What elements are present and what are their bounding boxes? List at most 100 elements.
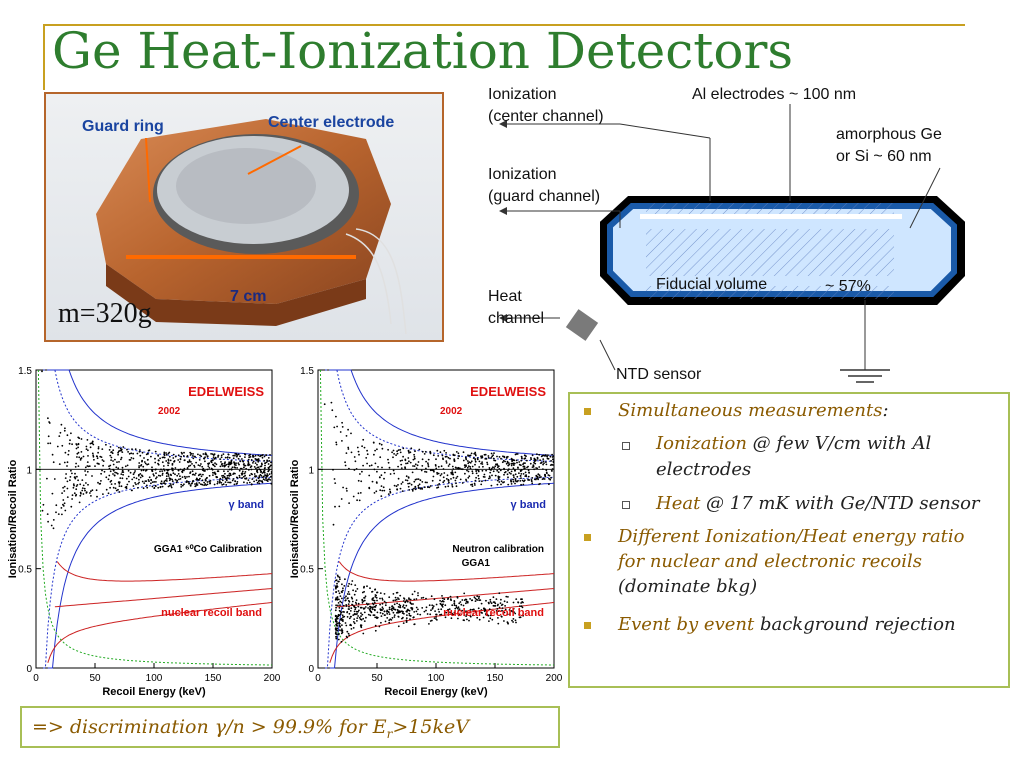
scatter-point [378,476,381,479]
scatter-point [252,454,255,457]
scatter-point [496,604,499,607]
scatter-point [343,585,346,587]
scatter-point [87,455,89,457]
scatter-point [122,446,125,448]
scatter-point [58,463,61,465]
scatter-point [456,475,459,478]
scatter-point [254,454,257,457]
scatter-point [228,474,230,477]
scatter-point [461,468,464,471]
scatter-point [258,482,261,485]
scatter-point [422,596,425,599]
scatter-point [404,479,407,481]
scatter-point [468,619,470,622]
scatter-point [390,608,393,611]
scatter-point [179,468,182,471]
scatter-point [132,452,135,455]
scatter-point [247,462,250,464]
scatter-point [388,488,391,491]
scatter-point [199,454,201,457]
scatter-point [397,449,400,451]
scatter-point [339,578,341,581]
scatter-point [139,476,142,479]
scatter-point [200,483,202,486]
scatter-point [387,493,390,495]
scatter-point [195,482,198,485]
scatter-point [360,606,363,609]
scatter-point [521,457,523,459]
scatter-point [439,613,441,616]
scatter-point [493,467,496,469]
scatter-point [514,469,516,471]
scatter-point [513,611,515,613]
scatter-point [409,618,411,620]
scatter-point [402,600,405,602]
scatter-point [358,499,361,502]
scatter-point [425,460,427,463]
scatter-point [147,449,150,452]
scatter-point [468,461,471,463]
scatter-point [428,623,430,625]
scatter-point [449,457,451,460]
scatter-point [500,457,502,460]
scatter-point [78,501,81,504]
scatter-point [478,599,481,602]
scatter-point [495,610,498,612]
scatter-point [256,481,259,484]
scatter-point [392,456,394,459]
scatter-point [409,598,412,601]
scatter-point [397,477,400,480]
scatter-point [430,609,432,612]
scatter-point [548,477,550,480]
scatter-point [154,461,157,464]
scatter-point [110,459,112,461]
scatter-point [230,468,233,471]
scatter-point [546,472,548,475]
scatter-point [457,609,460,612]
scatter-point [120,456,123,459]
scatter-point [147,479,150,481]
scatter-point [75,462,77,465]
scatter-point [69,476,72,478]
scatter-point [434,610,436,612]
scatter-point [199,473,202,476]
scatter-point [97,447,100,450]
scatter-point [527,465,529,468]
scatter-point [59,431,62,434]
scatter-point [47,417,49,420]
ion-guard-label: Ionization (guard channel) [488,166,601,205]
scatter-point [407,457,410,459]
scatter-point [442,457,444,460]
scatter-point [546,455,549,458]
scatter-point [116,461,118,463]
scatter-point [174,455,177,458]
scatter-point [397,615,400,618]
scatter-point [261,463,263,466]
scatter-point [140,469,143,472]
scatter-point [206,468,209,471]
scatter-point [383,477,385,480]
scatter-point [153,487,156,489]
scatter-point [427,458,430,461]
scatter-point [236,476,239,479]
scatter-point [355,603,358,605]
scatter-point [467,465,470,467]
scatter-point [207,462,209,465]
scatter-point [213,471,216,474]
scatter-point [197,453,199,456]
scatter-point [64,509,67,512]
scatter-point [86,439,89,441]
scatter-point [392,599,395,602]
scatter-point [436,449,439,452]
scatter-point [373,601,376,604]
scatter-point [227,470,229,473]
x-tick-label: 0 [315,673,321,684]
scatter-point [527,469,530,472]
scatter-point [489,598,492,601]
scatter-point [239,460,242,463]
scatter-point [161,461,164,464]
scatter-point [551,456,554,458]
scatter-point [525,475,528,478]
scatter-point [399,487,402,490]
scatter-point [200,463,202,465]
